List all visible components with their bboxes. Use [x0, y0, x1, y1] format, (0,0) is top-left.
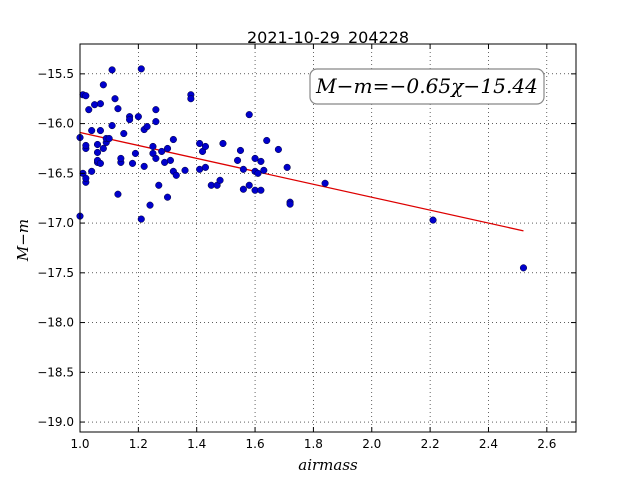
y-tick-label: −17.5	[37, 266, 74, 280]
data-point	[152, 118, 160, 126]
data-point	[108, 122, 116, 130]
y-axis-label: M−m	[14, 219, 32, 262]
grid-lines	[79, 44, 576, 432]
data-point	[99, 144, 107, 153]
data-point	[85, 106, 93, 114]
data-point	[143, 123, 151, 131]
data-point	[172, 171, 180, 179]
fit-equation-box: M−m=−0.65χ−15.44	[309, 68, 545, 105]
data-point	[234, 156, 242, 164]
x-tick-label: 1.6	[246, 437, 265, 451]
data-point	[163, 144, 172, 153]
data-point	[257, 186, 265, 194]
data-point	[93, 148, 102, 156]
data-point	[137, 215, 145, 223]
x-tick-label: 1.2	[129, 437, 148, 451]
data-point	[239, 165, 247, 173]
data-point	[108, 66, 116, 74]
data-point	[196, 139, 204, 148]
data-point	[114, 190, 122, 198]
data-point	[429, 216, 437, 224]
data-point	[82, 141, 90, 150]
data-point	[105, 134, 113, 143]
x-tick-label: 1.4	[187, 437, 206, 451]
data-point	[201, 163, 210, 171]
data-point	[152, 154, 160, 162]
data-point	[111, 95, 119, 103]
axis-ticks	[79, 44, 576, 432]
data-point	[245, 181, 253, 189]
data-point	[274, 145, 282, 154]
y-tick-label: −18.5	[37, 365, 74, 379]
data-point	[88, 127, 96, 135]
data-point	[93, 140, 102, 149]
data-point	[91, 101, 99, 109]
data-point	[114, 105, 122, 113]
data-point	[99, 81, 107, 89]
data-point	[257, 157, 265, 165]
data-point	[166, 156, 174, 164]
data-point	[187, 95, 195, 103]
data-points	[76, 65, 528, 272]
data-point	[96, 159, 104, 167]
x-tick-label: 2.4	[479, 437, 498, 451]
y-tick-label: −15.5	[37, 67, 74, 81]
y-tick-label: −18.0	[37, 316, 74, 330]
data-point	[260, 166, 268, 174]
data-point	[128, 159, 137, 167]
data-point	[82, 92, 90, 100]
data-point	[286, 200, 294, 208]
data-point	[163, 193, 172, 201]
data-point	[181, 166, 189, 174]
data-point	[245, 111, 253, 119]
data-point	[263, 136, 271, 145]
data-point	[236, 146, 245, 155]
data-point	[169, 135, 177, 144]
y-tick-label: −16.5	[37, 166, 74, 180]
y-tick-label: −17.0	[37, 216, 74, 230]
data-point	[216, 176, 224, 184]
data-point	[155, 181, 163, 189]
plot-background	[80, 44, 576, 432]
fit-equation-frame	[309, 68, 545, 105]
x-tick-label: 1.8	[304, 437, 323, 451]
plot-frame	[79, 43, 577, 433]
data-point	[149, 142, 157, 151]
data-point	[120, 129, 128, 138]
data-point	[283, 163, 291, 171]
x-tick-label: 1.0	[70, 437, 89, 451]
data-point	[140, 162, 148, 170]
data-point	[201, 142, 210, 151]
data-point	[137, 65, 145, 73]
data-point	[321, 179, 329, 187]
x-tick-label: 2.2	[421, 437, 440, 451]
x-tick-label: 2.6	[537, 437, 556, 451]
data-point	[219, 139, 227, 148]
data-point	[239, 185, 247, 193]
data-point	[96, 100, 104, 108]
data-point	[254, 169, 262, 177]
data-point	[88, 167, 96, 175]
data-point	[158, 147, 166, 155]
data-point	[131, 149, 139, 157]
data-point	[96, 127, 104, 135]
data-point	[82, 174, 90, 182]
data-point	[519, 264, 528, 272]
fit-equation-text: M−m=−0.65χ−15.44	[315, 74, 538, 98]
data-point	[117, 154, 125, 162]
data-point	[134, 113, 142, 121]
data-point	[146, 201, 154, 209]
data-point	[152, 106, 160, 114]
data-point	[251, 154, 259, 162]
x-axis-label: airmass	[298, 456, 358, 474]
tick-labels: 1.0 1.2 1.4 1.6 1.8 2.0 2.2 2.4 2.6 −15.5 −16.0 −16…	[37, 67, 556, 451]
plot-area	[76, 43, 577, 433]
chart-title: 2021-10-29_204228	[247, 28, 409, 48]
x-tick-label: 2.0	[362, 437, 381, 451]
data-point	[126, 116, 134, 124]
y-tick-label: −16.0	[37, 117, 74, 131]
y-tick-label: −19.0	[37, 415, 74, 429]
